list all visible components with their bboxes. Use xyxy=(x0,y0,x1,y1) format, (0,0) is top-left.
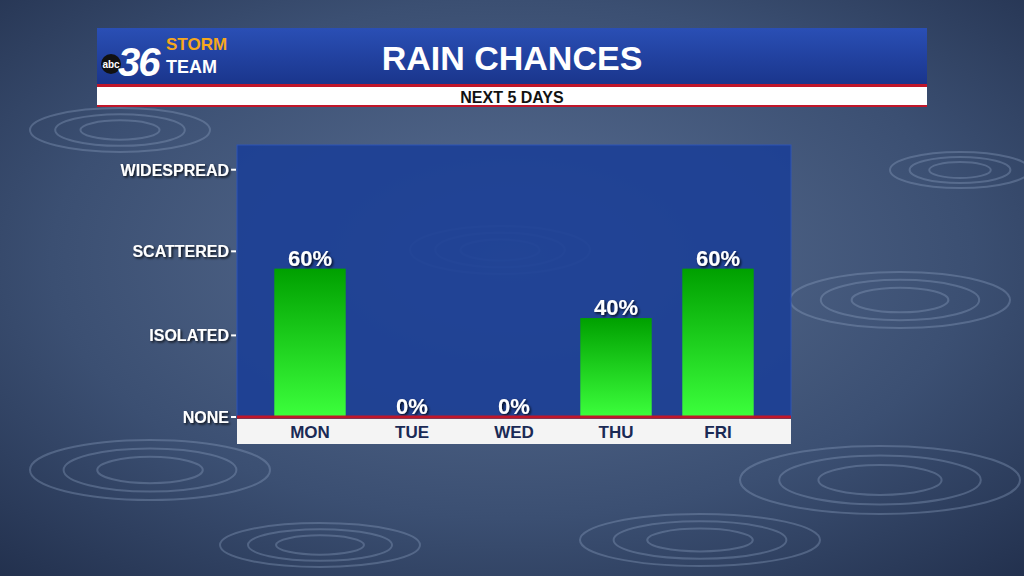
ripple xyxy=(97,457,203,483)
y-tick xyxy=(231,169,236,171)
title-rule xyxy=(97,84,927,87)
ripple xyxy=(276,535,364,554)
ripple xyxy=(80,120,159,139)
ripple xyxy=(821,280,979,320)
ripple xyxy=(220,523,420,567)
ripple xyxy=(64,448,237,491)
ripple xyxy=(740,446,1020,514)
logo-line1: STORM xyxy=(166,35,227,54)
title-banner xyxy=(97,28,927,84)
y-tick-label: NONE xyxy=(183,409,230,426)
ripple xyxy=(929,162,991,178)
x-tick-label: THU xyxy=(599,423,634,442)
data-label: 0% xyxy=(396,394,428,419)
ripple xyxy=(790,272,1010,328)
ripple xyxy=(818,465,941,495)
ripple xyxy=(55,114,185,146)
data-label: 0% xyxy=(498,394,530,419)
plot-frame xyxy=(237,145,791,417)
logo-line2: TEAM xyxy=(166,57,217,77)
data-label: 40% xyxy=(594,295,638,320)
data-label: 60% xyxy=(288,246,332,271)
x-tick-label: TUE xyxy=(395,423,429,442)
x-tick-label: WED xyxy=(494,423,534,442)
ripple xyxy=(580,514,820,566)
ripple xyxy=(614,521,787,558)
x-tick-label: FRI xyxy=(704,423,731,442)
bar xyxy=(580,318,651,417)
ripple xyxy=(910,157,1011,183)
ripple xyxy=(647,529,753,552)
category-band xyxy=(237,419,791,444)
ripple xyxy=(248,529,392,561)
subtitle: NEXT 5 DAYS xyxy=(460,89,564,106)
x-tick-label: MON xyxy=(290,423,330,442)
y-tick-label: WIDESPREAD xyxy=(121,162,229,179)
title: RAIN CHANCES xyxy=(382,39,643,77)
background xyxy=(0,0,1024,576)
y-tick xyxy=(231,416,236,418)
bar xyxy=(682,269,753,417)
y-tick-label: ISOLATED xyxy=(149,327,229,344)
page: {"chart_data": {"type": "bar", "title": … xyxy=(0,0,1024,576)
y-tick-label: SCATTERED xyxy=(132,243,229,260)
ripple xyxy=(852,288,949,313)
y-tick xyxy=(231,334,236,336)
bar xyxy=(274,269,345,417)
ripple xyxy=(890,152,1024,188)
data-label: 60% xyxy=(696,246,740,271)
chart: abc36STORMTEAMRAIN CHANCESNEXT 5 DAYSNON… xyxy=(0,0,1024,576)
ripple xyxy=(30,440,270,500)
ripple xyxy=(779,456,981,505)
logo-channel: 36 xyxy=(118,40,161,84)
y-tick xyxy=(231,250,236,252)
baseline xyxy=(237,416,791,419)
subtitle-bar xyxy=(97,87,927,107)
ripple xyxy=(30,108,210,152)
